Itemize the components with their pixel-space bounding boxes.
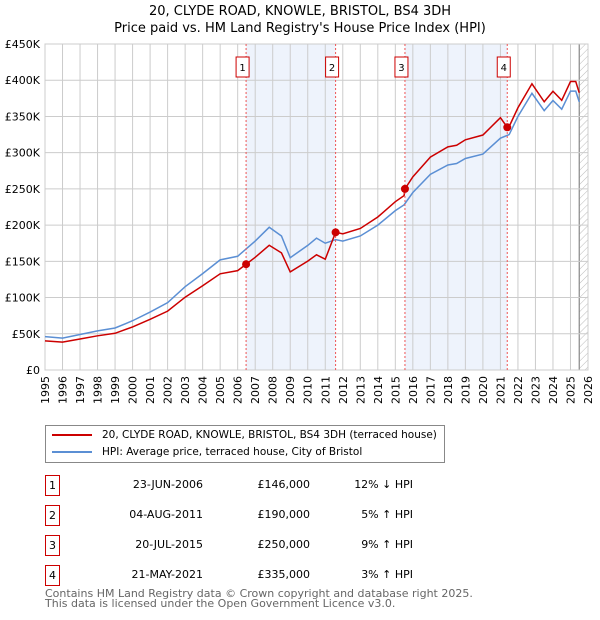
sale-price: £250,000 bbox=[257, 538, 311, 551]
sale-hpi-diff: 3% ↑ HPI bbox=[361, 568, 413, 581]
footer: Contains HM Land Registry data © Crown c… bbox=[45, 587, 473, 610]
x-tick-label: 1999 bbox=[109, 376, 122, 404]
y-tick-label: £150K bbox=[5, 255, 41, 268]
y-tick-label: £0 bbox=[26, 364, 40, 377]
x-tick-label: 2006 bbox=[232, 376, 245, 404]
x-tick-label: 2014 bbox=[372, 376, 385, 404]
sale-marker-number: 3 bbox=[45, 535, 60, 556]
x-tick-label: 2008 bbox=[267, 376, 280, 404]
x-tick-label: 2020 bbox=[477, 376, 490, 404]
sale-hpi-diff: 12% ↓ HPI bbox=[354, 478, 413, 491]
sale-label: 3 bbox=[398, 63, 404, 74]
footer-line1: Contains HM Land Registry data © Crown c… bbox=[45, 587, 473, 600]
sale-point bbox=[242, 260, 251, 269]
y-tick-label: £450K bbox=[5, 38, 41, 51]
x-tick-label: 2004 bbox=[197, 376, 210, 404]
sale-label-box bbox=[235, 56, 250, 78]
legend-swatch-property bbox=[52, 434, 92, 436]
y-tick-label: £400K bbox=[5, 74, 41, 87]
x-tick-label: 2000 bbox=[127, 376, 140, 404]
legend-label-property: 20, CLYDE ROAD, KNOWLE, BRISTOL, BS4 3DH… bbox=[102, 429, 437, 441]
plot-border bbox=[44, 43, 589, 371]
sale-marker-number: 2 bbox=[45, 505, 60, 526]
sale-hpi-diff: 5% ↑ HPI bbox=[361, 508, 413, 521]
sale-date: 23-JUN-2006 bbox=[132, 478, 203, 491]
sale-point bbox=[331, 228, 340, 237]
x-tick-label: 2013 bbox=[354, 376, 367, 404]
x-tick-label: 2001 bbox=[144, 376, 157, 404]
sale-label: 2 bbox=[329, 63, 335, 74]
chart-title: 20, CLYDE ROAD, KNOWLE, BRISTOL, BS4 3DH bbox=[148, 4, 452, 19]
y-tick-label: £250K bbox=[5, 183, 41, 196]
sale-marker-number: 4 bbox=[45, 565, 60, 586]
sale-price: £335,000 bbox=[257, 568, 311, 581]
future-hatch bbox=[579, 44, 588, 370]
sale-price: £146,000 bbox=[257, 478, 311, 491]
property-line bbox=[44, 80, 580, 343]
x-tick-label: 2019 bbox=[459, 376, 472, 404]
sale-date: 20-JUL-2015 bbox=[135, 538, 203, 551]
x-tick-label: 2010 bbox=[302, 376, 315, 404]
x-tick-label: 2015 bbox=[389, 376, 402, 404]
shaded-period bbox=[404, 44, 508, 370]
legend: 20, CLYDE ROAD, KNOWLE, BRISTOL, BS4 3DH… bbox=[45, 425, 445, 463]
y-tick-label: £100K bbox=[5, 292, 41, 305]
x-tick-label: 2021 bbox=[494, 376, 507, 404]
x-tick-label: 1997 bbox=[74, 376, 87, 404]
legend-swatch-hpi bbox=[52, 451, 92, 453]
sale-date: 04-AUG-2011 bbox=[129, 508, 203, 521]
x-tick-label: 2003 bbox=[179, 376, 192, 404]
x-tick-label: 1996 bbox=[57, 376, 70, 404]
sale-label-box bbox=[325, 56, 340, 78]
sale-label: 1 bbox=[239, 63, 245, 74]
x-tick-label: 2018 bbox=[442, 376, 455, 404]
hpi-line bbox=[44, 90, 580, 339]
x-tick-label: 2016 bbox=[407, 376, 420, 404]
x-tick-label: 2012 bbox=[337, 376, 350, 404]
sale-marker-number: 1 bbox=[45, 475, 60, 496]
x-tick-label: 2025 bbox=[564, 376, 577, 404]
y-tick-label: £350K bbox=[5, 110, 41, 123]
y-tick-label: £50K bbox=[12, 328, 41, 341]
sale-label-box bbox=[496, 56, 511, 78]
y-tick-label: £200K bbox=[5, 219, 41, 232]
x-tick-label: 1998 bbox=[92, 376, 105, 404]
plot-area: £0 £50K £100K £150K £200K £250K £300K £350K £400… bbox=[5, 38, 595, 404]
x-tick-label: 2017 bbox=[424, 376, 437, 404]
sale-hpi-diff: 9% ↑ HPI bbox=[361, 538, 413, 551]
sale-label: 4 bbox=[501, 63, 507, 74]
shaded-period bbox=[246, 44, 336, 370]
x-tick-label: 1995 bbox=[39, 376, 52, 404]
sale-point bbox=[400, 184, 409, 193]
legend-label-hpi: HPI: Average price, terraced house, City… bbox=[102, 446, 363, 458]
x-tick-label: 2009 bbox=[284, 376, 297, 404]
footer-line2: This data is licensed under the Open Gov… bbox=[45, 597, 396, 610]
x-tick-label: 2005 bbox=[214, 376, 227, 404]
x-tick-label: 2011 bbox=[319, 376, 332, 404]
x-tick-label: 2024 bbox=[547, 376, 560, 404]
x-tick-label: 2023 bbox=[529, 376, 542, 404]
sale-point bbox=[503, 123, 512, 132]
x-tick-label: 2022 bbox=[512, 376, 525, 404]
x-tick-label: 2002 bbox=[162, 376, 175, 404]
y-tick-label: £300K bbox=[5, 147, 41, 160]
x-tick-label: 2007 bbox=[249, 376, 262, 404]
sale-label-box bbox=[394, 56, 409, 78]
chart-subtitle: Price paid vs. HM Land Registry's House … bbox=[114, 21, 486, 36]
sale-date: 21-MAY-2021 bbox=[131, 568, 203, 581]
x-tick-label: 2026 bbox=[582, 376, 595, 404]
sale-price: £190,000 bbox=[257, 508, 311, 521]
